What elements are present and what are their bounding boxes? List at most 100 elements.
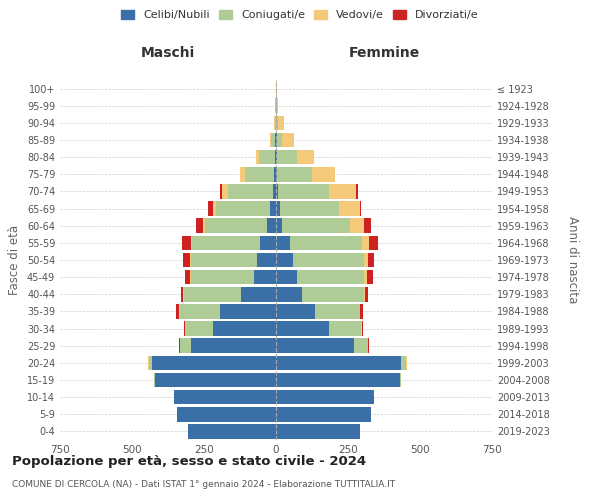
- Bar: [220, 184, 222, 198]
- Bar: [240, 167, 245, 182]
- Bar: [181, 287, 183, 302]
- Bar: [276, 356, 401, 370]
- Bar: [275, 116, 276, 130]
- Bar: [256, 150, 259, 164]
- Bar: [274, 116, 275, 130]
- Bar: [340, 202, 359, 216]
- Bar: [213, 202, 217, 216]
- Bar: [188, 424, 276, 438]
- Bar: [155, 372, 276, 388]
- Text: Maschi: Maschi: [141, 46, 195, 60]
- Bar: [260, 236, 276, 250]
- Bar: [152, 356, 276, 370]
- Bar: [283, 132, 294, 148]
- Bar: [365, 287, 368, 302]
- Bar: [269, 202, 276, 216]
- Bar: [149, 356, 152, 370]
- Bar: [277, 150, 297, 164]
- Bar: [254, 270, 276, 284]
- Bar: [208, 202, 213, 216]
- Bar: [406, 356, 407, 370]
- Bar: [276, 424, 359, 438]
- Bar: [174, 390, 276, 404]
- Text: Femmine: Femmine: [349, 46, 419, 60]
- Bar: [276, 202, 280, 216]
- Bar: [184, 322, 185, 336]
- Bar: [191, 338, 276, 353]
- Text: COMUNE DI CERCOLA (NA) - Dati ISTAT 1° gennaio 2024 - Elaborazione TUTTITALIA.IT: COMUNE DI CERCOLA (NA) - Dati ISTAT 1° g…: [12, 480, 395, 489]
- Bar: [276, 252, 293, 268]
- Bar: [276, 287, 302, 302]
- Bar: [176, 407, 276, 422]
- Bar: [276, 390, 374, 404]
- Bar: [176, 304, 179, 318]
- Bar: [368, 252, 374, 268]
- Bar: [369, 236, 378, 250]
- Bar: [276, 304, 315, 318]
- Bar: [361, 304, 363, 318]
- Text: Popolazione per età, sesso e stato civile - 2024: Popolazione per età, sesso e stato civil…: [12, 455, 366, 468]
- Bar: [276, 184, 278, 198]
- Bar: [276, 116, 278, 130]
- Bar: [276, 338, 354, 353]
- Bar: [367, 270, 373, 284]
- Bar: [190, 252, 191, 268]
- Bar: [362, 322, 363, 336]
- Bar: [212, 322, 276, 336]
- Bar: [277, 98, 278, 113]
- Bar: [148, 356, 149, 370]
- Bar: [259, 150, 275, 164]
- Bar: [278, 184, 329, 198]
- Bar: [276, 150, 277, 164]
- Bar: [278, 116, 284, 130]
- Bar: [276, 236, 290, 250]
- Bar: [400, 372, 401, 388]
- Bar: [362, 236, 369, 250]
- Bar: [274, 167, 276, 182]
- Bar: [283, 218, 350, 233]
- Bar: [276, 167, 277, 182]
- Bar: [257, 252, 276, 268]
- Bar: [183, 252, 190, 268]
- Bar: [277, 167, 312, 182]
- Bar: [361, 322, 362, 336]
- Y-axis label: Anni di nascita: Anni di nascita: [566, 216, 580, 304]
- Bar: [269, 132, 271, 148]
- Bar: [364, 218, 371, 233]
- Bar: [268, 218, 276, 233]
- Bar: [203, 218, 205, 233]
- Bar: [350, 218, 364, 233]
- Legend: Celibi/Nubili, Coniugati/e, Vedovi/e, Divorziati/e: Celibi/Nubili, Coniugati/e, Vedovi/e, Di…: [117, 6, 483, 25]
- Bar: [276, 98, 277, 113]
- Bar: [191, 270, 254, 284]
- Bar: [191, 252, 257, 268]
- Bar: [297, 150, 314, 164]
- Y-axis label: Fasce di età: Fasce di età: [8, 225, 21, 295]
- Bar: [275, 150, 276, 164]
- Bar: [276, 218, 283, 233]
- Bar: [179, 338, 191, 353]
- Bar: [205, 218, 268, 233]
- Bar: [356, 184, 358, 198]
- Bar: [184, 287, 241, 302]
- Bar: [241, 287, 276, 302]
- Bar: [302, 287, 364, 302]
- Bar: [222, 184, 228, 198]
- Bar: [354, 338, 368, 353]
- Bar: [315, 304, 359, 318]
- Bar: [185, 270, 190, 284]
- Bar: [312, 167, 335, 182]
- Bar: [276, 407, 371, 422]
- Bar: [217, 202, 269, 216]
- Bar: [182, 236, 191, 250]
- Bar: [228, 184, 272, 198]
- Bar: [364, 287, 365, 302]
- Bar: [401, 356, 406, 370]
- Bar: [364, 252, 368, 268]
- Bar: [297, 270, 364, 284]
- Bar: [191, 236, 193, 250]
- Bar: [245, 167, 274, 182]
- Bar: [293, 252, 364, 268]
- Bar: [193, 236, 260, 250]
- Bar: [271, 132, 275, 148]
